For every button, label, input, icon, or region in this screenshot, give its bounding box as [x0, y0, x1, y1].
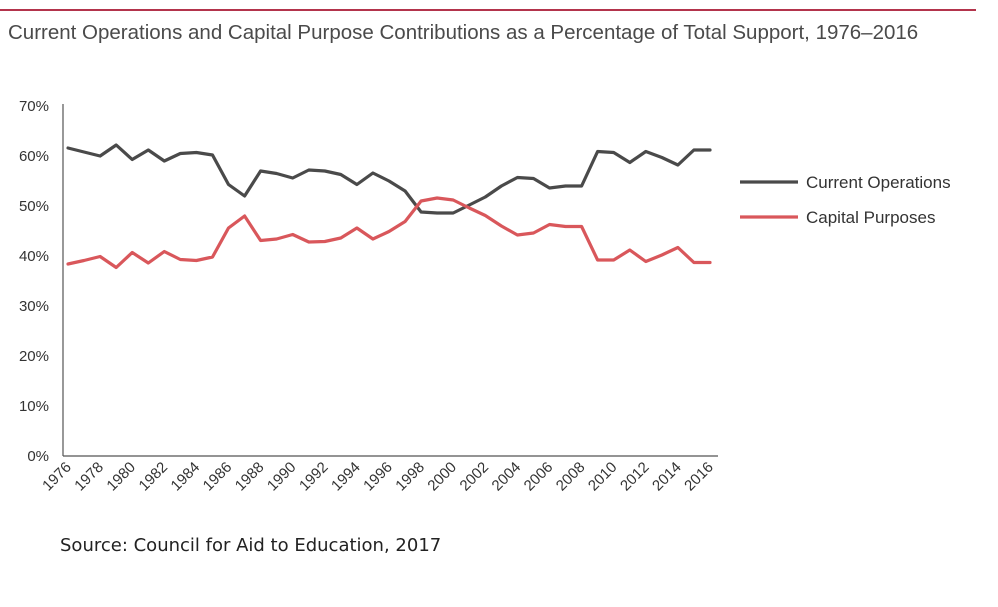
x-tick-label-16: 2008 — [553, 459, 589, 495]
source-note: Source: Council for Aid to Education, 20… — [60, 535, 442, 556]
y-tick-label-4: 40% — [19, 248, 49, 265]
y-tick-label-5: 50% — [19, 198, 49, 215]
x-tick-label-6: 1988 — [232, 459, 268, 495]
x-tick-label-9: 1994 — [328, 459, 364, 495]
x-tick-label-10: 1996 — [360, 459, 396, 495]
legend-label-current-operations: Current Operations — [806, 173, 951, 192]
x-tick-label-13: 2002 — [457, 459, 493, 495]
x-tick-label-7: 1990 — [264, 459, 300, 495]
x-tick-label-11: 1998 — [392, 459, 428, 495]
x-tick-label-1: 1978 — [71, 459, 107, 495]
x-tick-label-4: 1984 — [168, 459, 204, 495]
x-tick-label-12: 2000 — [424, 459, 460, 495]
x-tick-label-2: 1980 — [103, 459, 139, 495]
y-tick-label-0: 0% — [27, 448, 49, 465]
x-tick-label-8: 1992 — [296, 459, 332, 495]
y-tick-label-6: 60% — [19, 148, 49, 165]
x-tick-label-5: 1986 — [200, 459, 236, 495]
x-tick-label-14: 2004 — [489, 459, 525, 495]
legend-label-capital-purposes: Capital Purposes — [806, 208, 935, 227]
series-line-capital-purposes — [66, 196, 712, 270]
x-tick-label-17: 2010 — [585, 459, 621, 495]
y-tick-label-1: 10% — [19, 398, 49, 415]
x-tick-label-19: 2014 — [649, 459, 685, 495]
x-tick-label-20: 2016 — [681, 459, 717, 495]
x-tick-label-3: 1982 — [136, 459, 172, 495]
series-line-current-operations — [66, 143, 712, 215]
y-tick-label-2: 20% — [19, 348, 49, 365]
y-tick-label-3: 30% — [19, 298, 49, 315]
y-tick-label-7: 70% — [19, 98, 49, 115]
x-tick-label-18: 2012 — [617, 459, 653, 495]
x-tick-label-15: 2006 — [521, 459, 557, 495]
top-rule — [0, 9, 976, 11]
chart-title: Current Operations and Capital Purpose C… — [8, 21, 919, 44]
